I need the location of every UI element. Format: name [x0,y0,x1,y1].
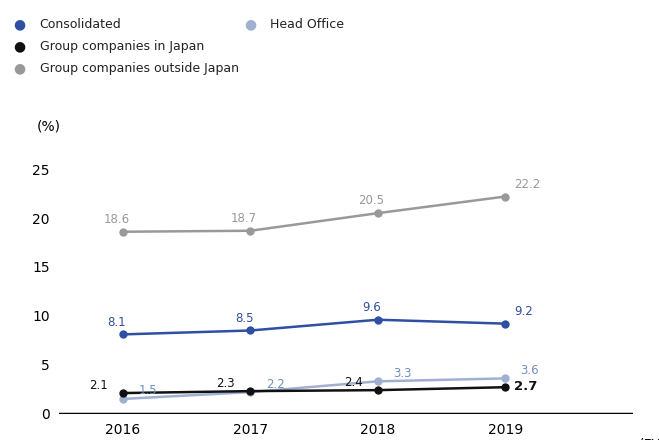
Text: 8.1: 8.1 [107,315,126,329]
Text: 3.6: 3.6 [521,364,539,377]
Text: 18.6: 18.6 [103,213,130,226]
Text: 2.3: 2.3 [217,377,235,390]
Text: 22.2: 22.2 [514,178,540,191]
Text: 2.1: 2.1 [89,378,107,392]
Text: 9.6: 9.6 [362,301,381,314]
Text: Group companies outside Japan: Group companies outside Japan [40,62,239,75]
Text: 2.7: 2.7 [514,380,538,392]
Text: 8.5: 8.5 [235,312,253,325]
Text: ●: ● [244,17,256,31]
Text: (FY): (FY) [639,437,659,440]
Text: 18.7: 18.7 [231,212,257,225]
Text: Consolidated: Consolidated [40,18,121,31]
Text: Head Office: Head Office [270,18,344,31]
Text: 2.2: 2.2 [266,378,285,391]
Text: Group companies in Japan: Group companies in Japan [40,40,204,53]
Text: 20.5: 20.5 [358,194,384,207]
Text: ●: ● [13,61,25,75]
Text: 9.2: 9.2 [514,305,533,318]
Text: 2.4: 2.4 [344,376,362,389]
Text: (%): (%) [36,120,61,134]
Text: ●: ● [13,17,25,31]
Text: 1.5: 1.5 [138,385,157,397]
Text: 3.3: 3.3 [393,367,412,380]
Text: ●: ● [13,39,25,53]
